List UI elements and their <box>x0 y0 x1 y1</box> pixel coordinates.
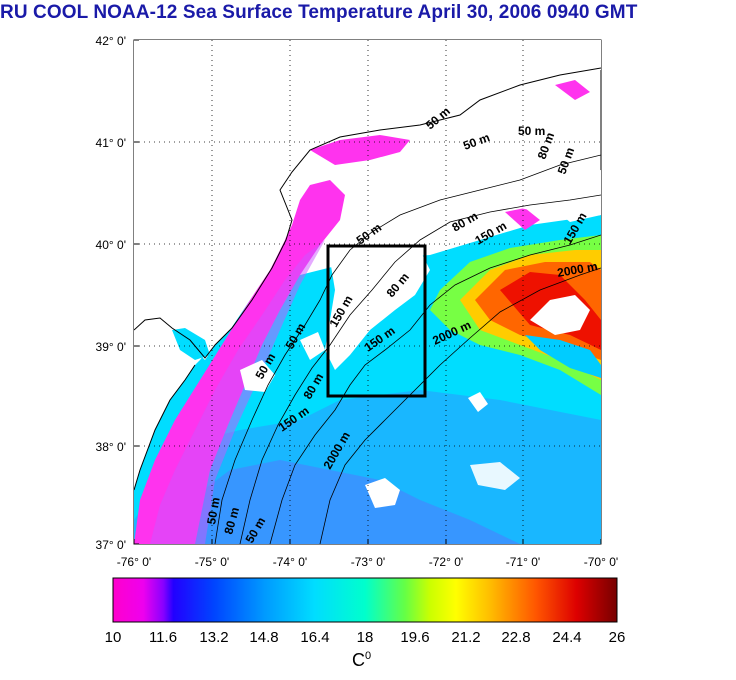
colorbar-unit-label: C0 <box>352 650 372 670</box>
colorbar-tick: 13.2 <box>199 629 228 646</box>
graticule <box>134 40 601 544</box>
colorbar-tick: 10 <box>105 629 122 646</box>
longitude-labels: -76° 0' -75° 0' -74° 0' -73° 0' -72° 0' … <box>117 555 618 569</box>
contour-label: 50 m <box>204 496 223 525</box>
map-title: RU COOL NOAA-12 Sea Surface Temperature … <box>0 2 638 23</box>
study-area-box <box>326 244 427 398</box>
lon-label: -76° 0' <box>117 555 151 569</box>
lat-label: 42° 0' <box>96 34 126 48</box>
colorbar-tick: 16.4 <box>300 629 329 646</box>
colorbar-tick: 11.6 <box>149 629 177 646</box>
coastline <box>134 67 601 359</box>
lat-label: 38° 0' <box>96 440 126 454</box>
latitude-labels: 42° 0' 41° 0' 40° 0' 39° 0' 38° 0' 37° 0… <box>96 34 126 552</box>
contour-label: 2000 m <box>556 259 599 280</box>
lon-label: -75° 0' <box>195 555 229 569</box>
lon-label: -70° 0' <box>584 555 618 569</box>
sst-field <box>134 40 601 544</box>
lat-label: 37° 0' <box>96 538 126 552</box>
colorbar-tick: 24.4 <box>552 629 581 646</box>
axis-ticks <box>133 39 602 545</box>
contour-label: 50 m <box>518 124 545 138</box>
colorbar-tick: 21.2 <box>451 629 480 646</box>
colorbar-ticks: 10 11.6 13.2 14.8 16.4 18 19.6 21.2 22.8… <box>105 629 626 646</box>
lat-label: 40° 0' <box>96 238 126 252</box>
colorbar-tick: 14.8 <box>249 629 278 646</box>
lat-label: 39° 0' <box>96 340 126 354</box>
lon-label: -74° 0' <box>273 555 307 569</box>
colorbar-tick: 18 <box>357 629 374 646</box>
colorbar-tick: 22.8 <box>501 629 530 646</box>
contour-label: 80 m <box>221 506 242 536</box>
colorbar-tick: 26 <box>609 629 626 646</box>
lon-label: -73° 0' <box>351 555 385 569</box>
lon-label: -72° 0' <box>429 555 463 569</box>
colorbar-tick: 19.6 <box>400 629 429 646</box>
lon-label: -71° 0' <box>506 555 540 569</box>
colorbar <box>112 577 618 623</box>
lat-label: 41° 0' <box>96 136 126 150</box>
